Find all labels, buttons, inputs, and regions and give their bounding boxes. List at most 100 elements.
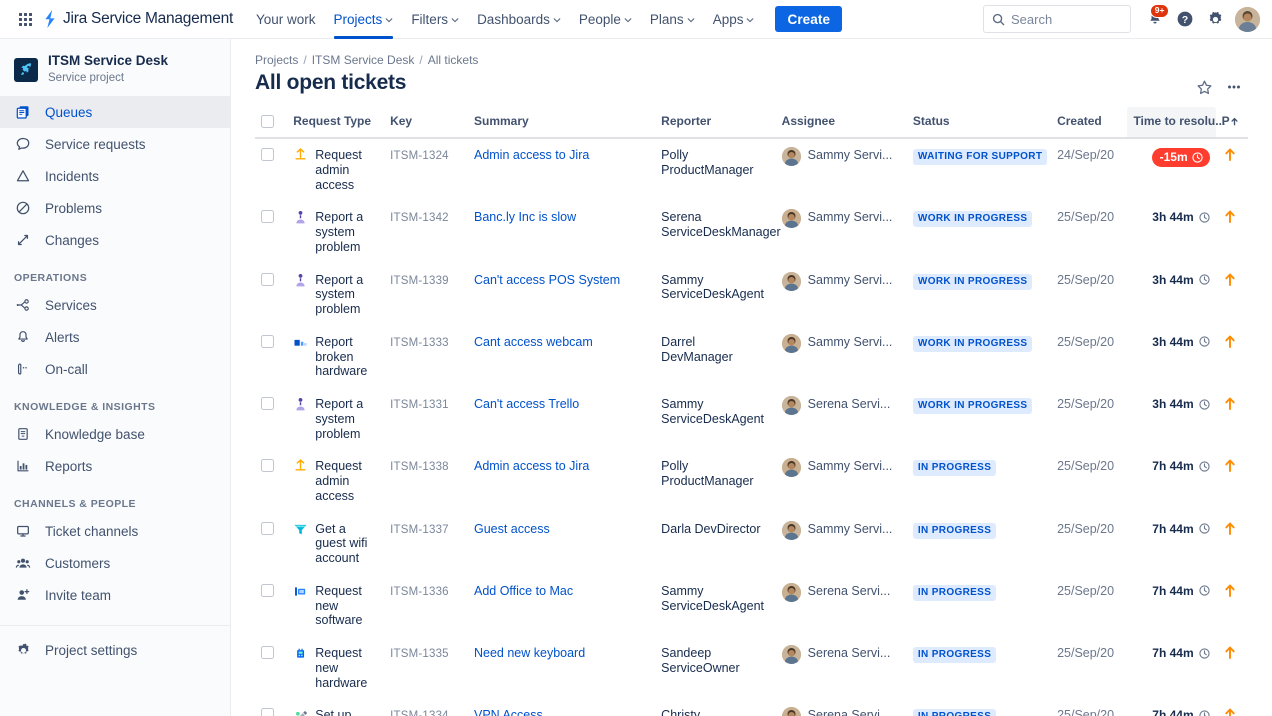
issue-key-link[interactable]: ITSM-1333 (390, 336, 449, 349)
nav-item-filters[interactable]: Filters (402, 0, 468, 39)
breadcrumb-item-itsm-service-desk[interactable]: ITSM Service Desk (311, 53, 415, 67)
table-row[interactable]: Request admin access ITSM-1324 Admin acc… (255, 138, 1248, 201)
create-button[interactable]: Create (775, 6, 843, 32)
breadcrumb-item-projects[interactable]: Projects (255, 53, 299, 67)
row-checkbox[interactable] (261, 210, 274, 224)
col-header-request-type[interactable]: Request Type (287, 107, 385, 139)
table-row[interactable]: Report a system problem ITSM-1339 Can't … (255, 264, 1248, 326)
select-all-checkbox[interactable] (261, 115, 274, 128)
project-header[interactable]: ITSM Service Desk Service project (0, 49, 230, 96)
chevron-down-icon (451, 17, 459, 22)
status-badge: Work in progress (912, 211, 1033, 228)
summary-link[interactable]: Cant access webcam (473, 334, 593, 349)
nav-item-plans[interactable]: Plans (641, 0, 704, 39)
issue-key-link[interactable]: ITSM-1331 (390, 399, 449, 411)
nav-item-your-work[interactable]: Your work (247, 0, 325, 39)
row-checkbox[interactable] (261, 334, 274, 348)
assignee-name: Serena Servi... (807, 583, 891, 598)
sidebar-item-label: Incidents (45, 168, 100, 184)
sidebar-item-knowledge-base[interactable]: Knowledge base (0, 418, 230, 450)
nav-item-people[interactable]: People (570, 0, 641, 39)
jira-service-management-home-link[interactable]: Jira Service Management (42, 10, 233, 28)
status-cell: In progress (907, 575, 1051, 637)
star-button[interactable] (1190, 73, 1218, 101)
table-row[interactable]: Request admin access ITSM-1338 Admin acc… (255, 450, 1248, 512)
row-checkbox[interactable] (261, 708, 274, 716)
nav-item-projects[interactable]: Projects (325, 0, 403, 39)
status-badge: In progress (912, 709, 997, 716)
issue-key-link[interactable]: ITSM-1334 (390, 710, 449, 716)
profile-avatar[interactable] (1235, 6, 1260, 32)
sidebar-item-customers[interactable]: Customers (0, 547, 230, 579)
table-row[interactable]: Request new software ITSM-1336 Add Offic… (255, 575, 1248, 637)
table-row[interactable]: Report a system problem ITSM-1342 Banc.l… (255, 201, 1248, 263)
sidebar-item-on-call[interactable]: On-call (0, 353, 230, 385)
col-header-priority[interactable]: P (1215, 107, 1248, 139)
col-header-status[interactable]: Status (906, 107, 1052, 139)
col-header-time-to-resolution[interactable]: Time to resolu... (1127, 107, 1238, 139)
settings-button[interactable] (1201, 5, 1229, 33)
issue-key-link[interactable]: ITSM-1338 (390, 461, 449, 474)
issue-key-link[interactable]: ITSM-1335 (390, 648, 449, 660)
summary-link[interactable]: Admin access to Jira (473, 148, 590, 162)
app-switcher-button[interactable] (10, 7, 40, 31)
created-date: 25/Sep/20 (1057, 646, 1115, 660)
issue-key-link[interactable]: ITSM-1324 (390, 150, 449, 162)
reporter-cell: Sammy ServiceDeskAgent (655, 264, 775, 326)
summary-link[interactable]: Need new keyboard (473, 646, 586, 660)
row-checkbox[interactable] (261, 148, 274, 161)
row-checkbox[interactable] (261, 646, 274, 659)
sidebar-item-services[interactable]: Services (0, 289, 230, 321)
assignee-cell: Serena Servi... (776, 699, 907, 716)
search-input[interactable]: Search (983, 5, 1131, 33)
sidebar-item-queues[interactable]: Queues (0, 96, 230, 129)
row-checkbox[interactable] (261, 397, 274, 410)
row-checkbox[interactable] (261, 583, 274, 597)
row-checkbox[interactable] (261, 459, 274, 473)
reporter-name: Christy ChangeManager (661, 708, 701, 716)
notifications-button[interactable]: 9+ (1141, 4, 1169, 33)
table-row[interactable]: Get a guest wifi account ITSM-1337 Guest… (255, 513, 1248, 575)
summary-link[interactable]: Can't access POS System (473, 272, 621, 287)
issue-key-link[interactable]: ITSM-1339 (390, 274, 449, 287)
sidebar-item-label: Ticket channels (45, 523, 139, 539)
sidebar-item-alerts[interactable]: Alerts (0, 321, 230, 353)
sidebar-item-reports[interactable]: Reports (0, 450, 230, 482)
sidebar-item-invite-team[interactable]: Invite team (0, 579, 230, 611)
reporter-cell: Darrel DevManager (655, 326, 775, 388)
request-type-label: Report a system problem (315, 397, 364, 441)
sidebar-item-ticket-channels[interactable]: Ticket channels (0, 515, 230, 547)
help-button[interactable]: ? (1171, 5, 1199, 33)
more-options-button[interactable] (1220, 73, 1248, 101)
col-header-created[interactable]: Created (1051, 107, 1128, 139)
table-row[interactable]: Report a system problem ITSM-1331 Can't … (255, 388, 1248, 450)
row-checkbox[interactable] (261, 521, 274, 535)
table-row[interactable]: Request new hardware ITSM-1335 Need new … (255, 637, 1248, 699)
sidebar-item-service-requests[interactable]: Service requests (0, 128, 230, 160)
summary-link[interactable]: VPN Access (473, 708, 543, 716)
issue-key-link[interactable]: ITSM-1336 (390, 585, 449, 598)
sidebar-item-incidents[interactable]: Incidents (0, 160, 230, 192)
issue-key-link[interactable]: ITSM-1342 (390, 212, 449, 225)
nav-item-dashboards[interactable]: Dashboards (468, 0, 570, 39)
col-header-assignee[interactable]: Assignee (775, 107, 907, 139)
breadcrumb-item-all-tickets[interactable]: All tickets (427, 53, 479, 67)
col-header-summary[interactable]: Summary (467, 107, 656, 139)
table-row[interactable]: Set up VPN to the office ITSM-1334 VPN A… (255, 699, 1248, 716)
row-checkbox[interactable] (261, 272, 274, 286)
nav-item-apps[interactable]: Apps (704, 0, 764, 39)
sidebar-item-changes[interactable]: Changes (0, 224, 230, 256)
summary-link[interactable]: Can't access Trello (473, 397, 580, 411)
table-row[interactable]: Report broken hardware ITSM-1333 Cant ac… (255, 326, 1248, 388)
summary-link[interactable]: Guest access (473, 521, 550, 536)
col-header-reporter[interactable]: Reporter (655, 107, 776, 139)
summary-link[interactable]: Banc.ly Inc is slow (473, 210, 577, 225)
summary-link[interactable]: Add Office to Mac (473, 583, 574, 598)
status-cell: Waiting for support (907, 138, 1051, 201)
summary-link[interactable]: Admin access to Jira (473, 459, 590, 474)
col-header-key[interactable]: Key (384, 107, 468, 139)
issue-key-link[interactable]: ITSM-1337 (390, 523, 449, 536)
chevron-down-icon (624, 17, 632, 22)
sidebar-item-problems[interactable]: Problems (0, 192, 230, 224)
sidebar-item-project-settings[interactable]: Project settings (0, 634, 230, 666)
